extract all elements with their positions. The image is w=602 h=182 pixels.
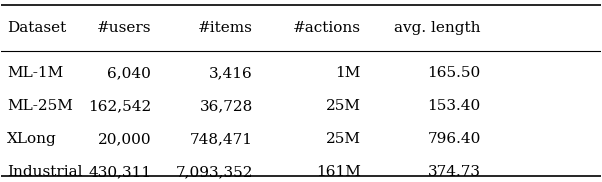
Text: ML-25M: ML-25M [7, 99, 73, 113]
Text: 162,542: 162,542 [88, 99, 151, 113]
Text: 165.50: 165.50 [427, 66, 481, 80]
Text: 796.40: 796.40 [427, 132, 481, 146]
Text: 161M: 161M [316, 165, 361, 179]
Text: 20,000: 20,000 [98, 132, 151, 146]
Text: #users: #users [97, 21, 151, 35]
Text: 430,311: 430,311 [88, 165, 151, 179]
Text: 1M: 1M [335, 66, 361, 80]
Text: ML-1M: ML-1M [7, 66, 64, 80]
Text: 36,728: 36,728 [200, 99, 253, 113]
Text: 748,471: 748,471 [190, 132, 253, 146]
Text: Dataset: Dataset [7, 21, 67, 35]
Text: XLong: XLong [7, 132, 57, 146]
Text: Industrial: Industrial [7, 165, 83, 179]
Text: #items: #items [198, 21, 253, 35]
Text: #actions: #actions [293, 21, 361, 35]
Text: 153.40: 153.40 [427, 99, 481, 113]
Text: 7,093,352: 7,093,352 [176, 165, 253, 179]
Text: 6,040: 6,040 [107, 66, 151, 80]
Text: 374.73: 374.73 [428, 165, 481, 179]
Text: 3,416: 3,416 [209, 66, 253, 80]
Text: 25M: 25M [326, 99, 361, 113]
Text: avg. length: avg. length [394, 21, 481, 35]
Text: 25M: 25M [326, 132, 361, 146]
